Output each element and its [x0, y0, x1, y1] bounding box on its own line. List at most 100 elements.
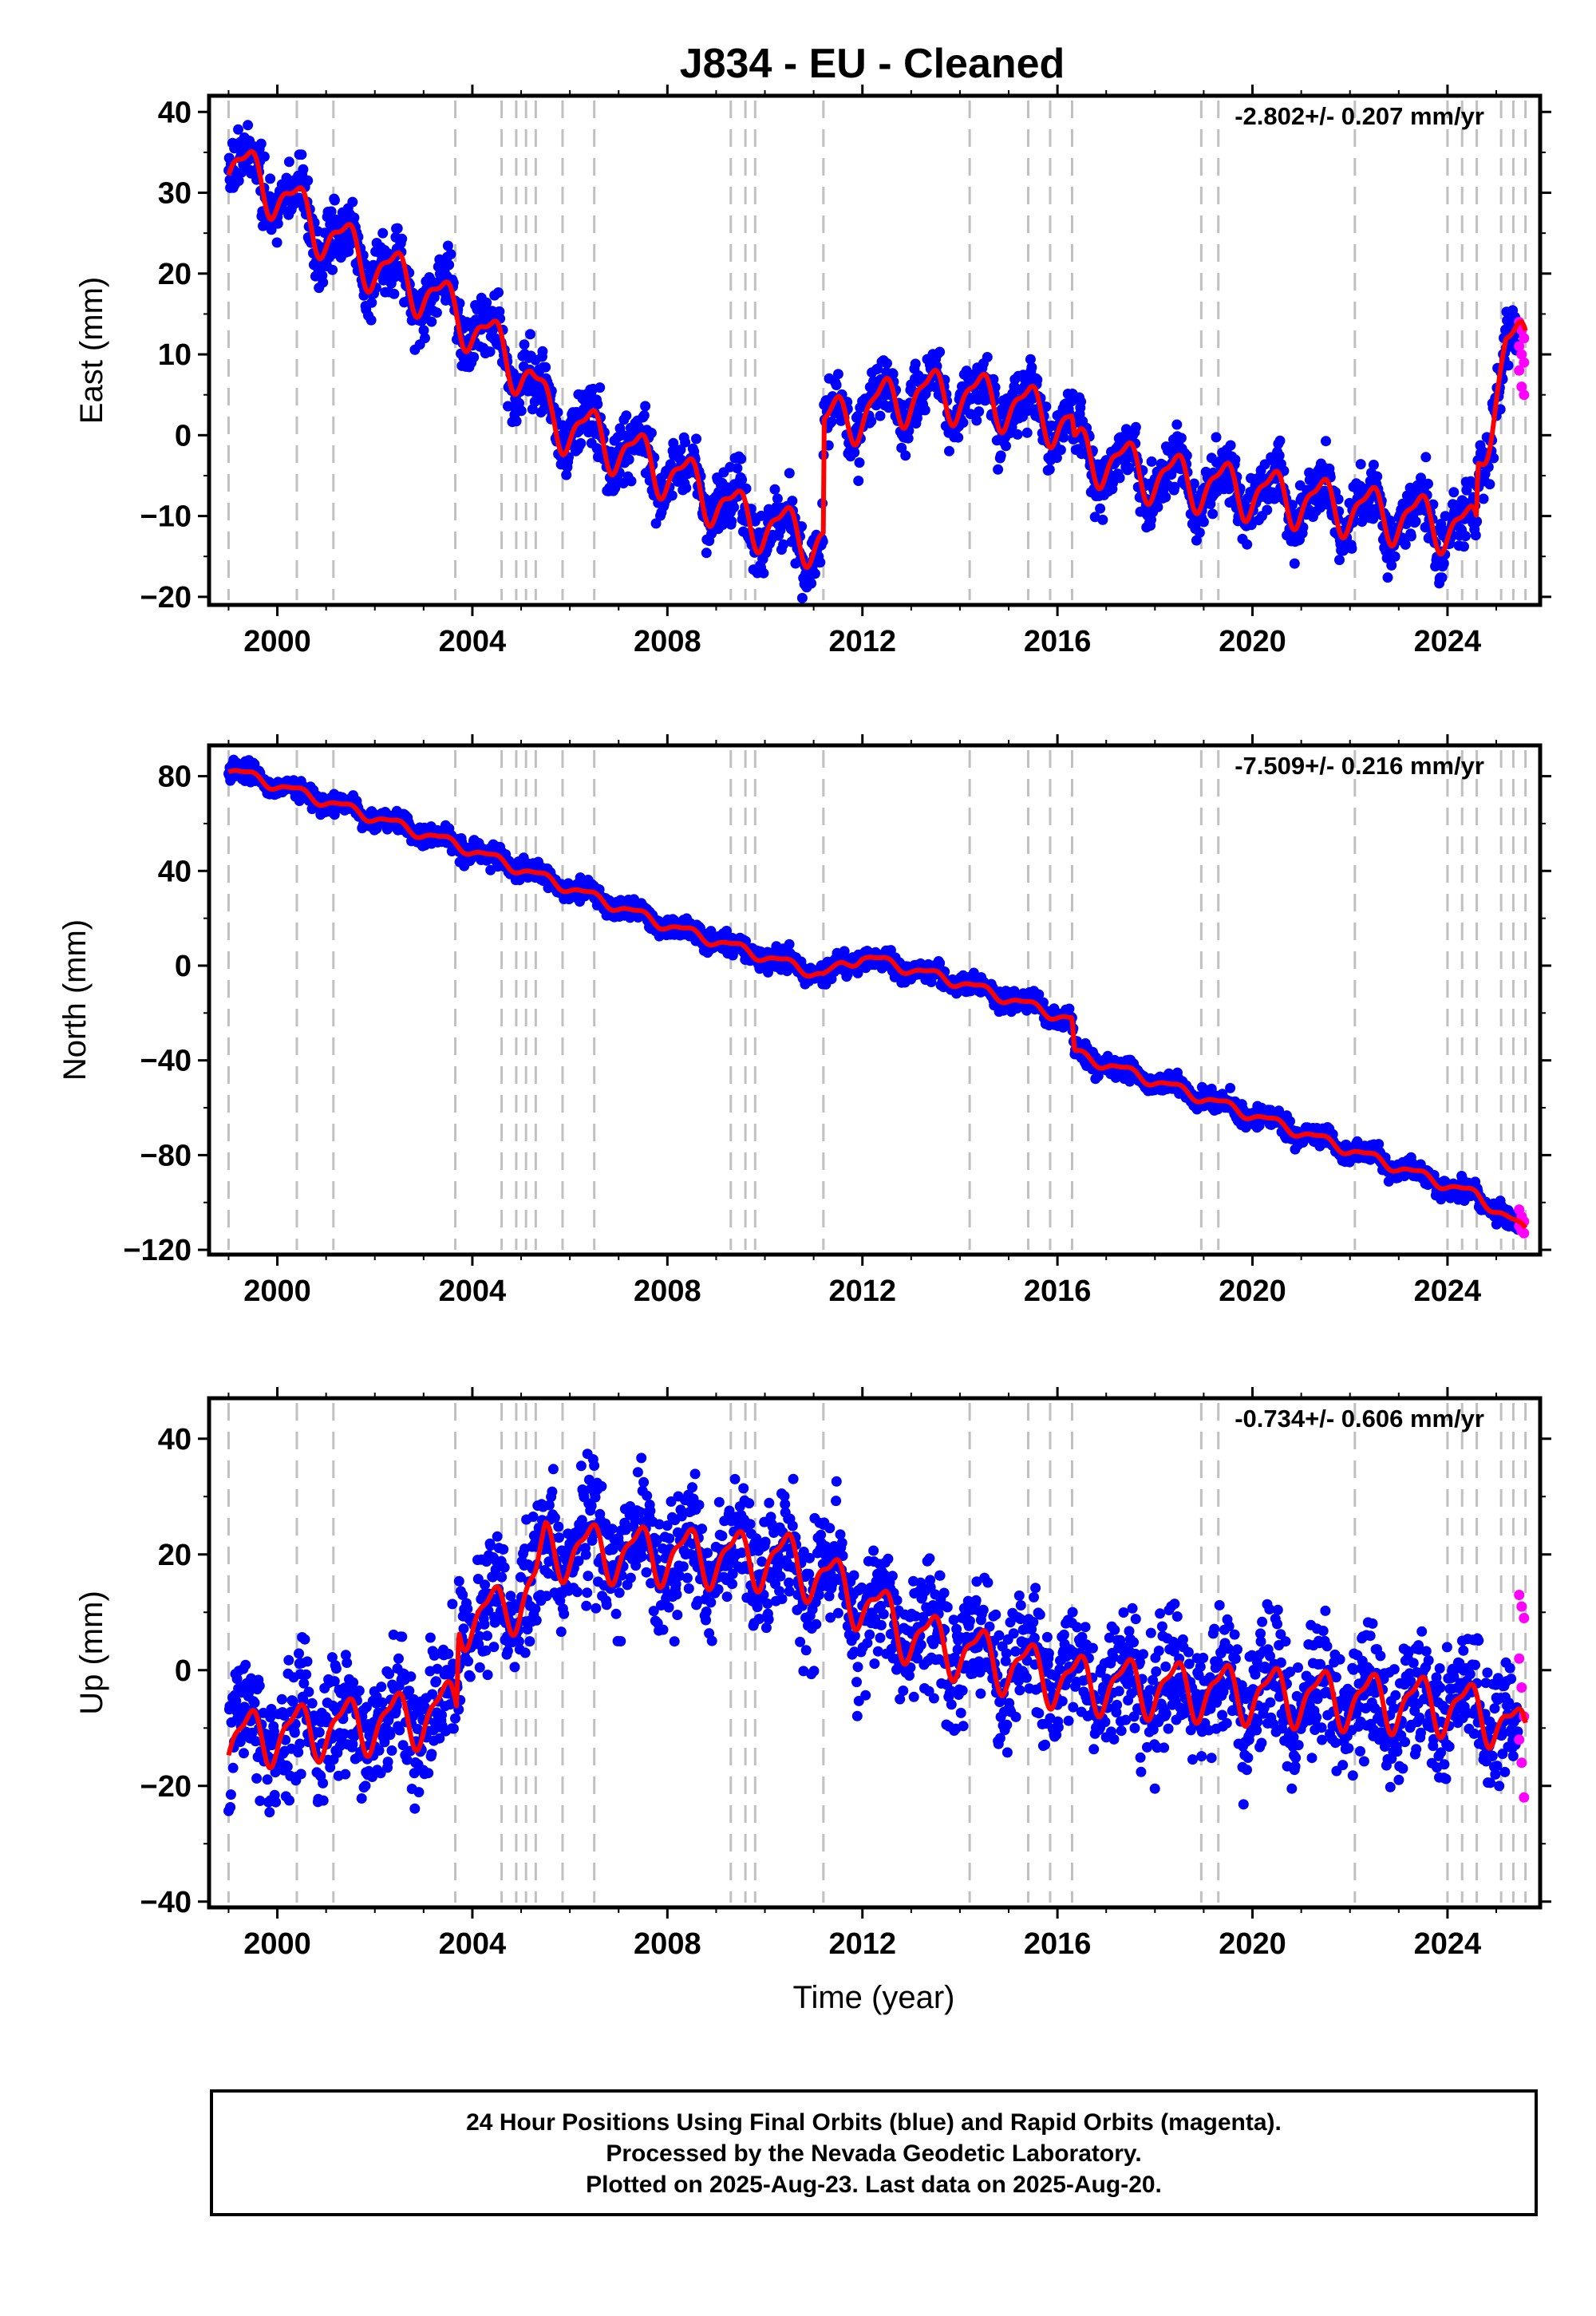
final-point	[875, 410, 886, 421]
final-point	[1478, 493, 1489, 504]
east-final-points	[223, 120, 1523, 603]
final-point	[787, 496, 798, 507]
final-point	[919, 405, 930, 416]
final-point	[1041, 401, 1052, 413]
y-tick-label: −80	[140, 1139, 192, 1172]
final-point	[445, 249, 456, 259]
final-point	[225, 1802, 236, 1812]
final-point	[377, 227, 389, 239]
rapid-point	[1519, 389, 1530, 401]
final-point	[1423, 478, 1433, 489]
final-point	[900, 450, 911, 461]
final-point	[910, 358, 921, 370]
final-point	[1095, 503, 1106, 514]
y-tick-label: −40	[140, 1045, 192, 1078]
final-point	[283, 1654, 294, 1666]
final-point	[327, 264, 338, 275]
final-point	[575, 438, 587, 449]
final-point	[1436, 572, 1448, 583]
final-point	[756, 510, 767, 521]
east-x-axis: 2000 2004 2008 2012 2016 2020 2024	[227, 85, 1498, 658]
final-point	[1470, 530, 1481, 541]
final-point	[1160, 492, 1171, 503]
final-point	[295, 1769, 306, 1780]
final-point	[849, 447, 860, 458]
final-point	[314, 1727, 325, 1738]
final-point	[525, 329, 535, 340]
final-point	[726, 516, 737, 527]
rapid-point	[1514, 341, 1525, 352]
x-tick-label: 2004	[439, 1275, 507, 1308]
chart-title: J834 - EU - Cleaned	[680, 41, 1065, 87]
rapid-point	[1519, 357, 1530, 368]
final-point	[806, 578, 817, 589]
final-point	[1488, 453, 1499, 464]
final-point	[621, 410, 632, 421]
final-point	[330, 195, 340, 206]
y-tick-label: 0	[175, 950, 192, 983]
final-point	[1225, 1082, 1236, 1093]
final-point	[769, 484, 780, 495]
final-point	[540, 362, 551, 373]
final-point	[1357, 516, 1368, 528]
final-point	[1152, 501, 1163, 512]
rapid-point	[1516, 349, 1527, 360]
final-point	[778, 539, 789, 550]
final-point	[468, 352, 480, 362]
final-point	[866, 416, 877, 427]
final-point	[982, 352, 993, 362]
final-point	[626, 476, 637, 487]
final-point	[225, 1789, 236, 1800]
east-event-lines	[227, 101, 1527, 600]
final-point	[303, 1686, 314, 1697]
final-point	[1289, 558, 1300, 569]
final-point	[796, 521, 808, 532]
final-point	[1207, 508, 1219, 520]
final-point	[729, 502, 740, 513]
final-point	[264, 1807, 275, 1818]
final-point	[903, 433, 914, 444]
final-point	[251, 1773, 263, 1784]
final-point	[1286, 500, 1298, 511]
final-point	[1146, 456, 1157, 467]
final-point	[680, 437, 691, 448]
final-point	[243, 120, 254, 131]
north-y-axis-label: North (mm)	[57, 919, 93, 1081]
final-point	[1058, 432, 1069, 443]
y-tick-label: 40	[158, 855, 192, 888]
final-point	[675, 445, 686, 456]
final-point	[853, 476, 864, 486]
final-point	[365, 314, 377, 326]
final-point	[1503, 360, 1514, 371]
final-point	[1001, 441, 1011, 452]
final-point	[1484, 479, 1495, 490]
final-point	[882, 358, 892, 369]
final-point	[1321, 436, 1331, 447]
y-tick-label: −20	[140, 581, 192, 615]
final-point	[302, 1656, 313, 1667]
final-point	[809, 568, 820, 579]
final-point	[493, 287, 504, 298]
final-point	[272, 218, 283, 229]
final-point	[1230, 454, 1241, 465]
final-point	[561, 469, 572, 480]
final-point	[1460, 531, 1471, 542]
final-point	[1382, 572, 1393, 583]
north-x-axis: 2000 2004 2008 2012 2016 2020 2024	[227, 734, 1498, 1308]
final-point	[442, 240, 453, 251]
final-point	[1372, 471, 1383, 482]
final-point	[255, 138, 267, 149]
final-point	[240, 1659, 251, 1670]
final-point	[1211, 432, 1222, 443]
final-point	[1262, 504, 1273, 516]
final-point	[1114, 472, 1125, 484]
final-point	[301, 1669, 312, 1680]
final-point	[1386, 559, 1397, 571]
rapid-point	[1519, 333, 1530, 344]
final-point	[516, 405, 527, 417]
final-point	[638, 410, 650, 421]
final-point	[1242, 539, 1253, 550]
final-point	[1420, 452, 1432, 463]
